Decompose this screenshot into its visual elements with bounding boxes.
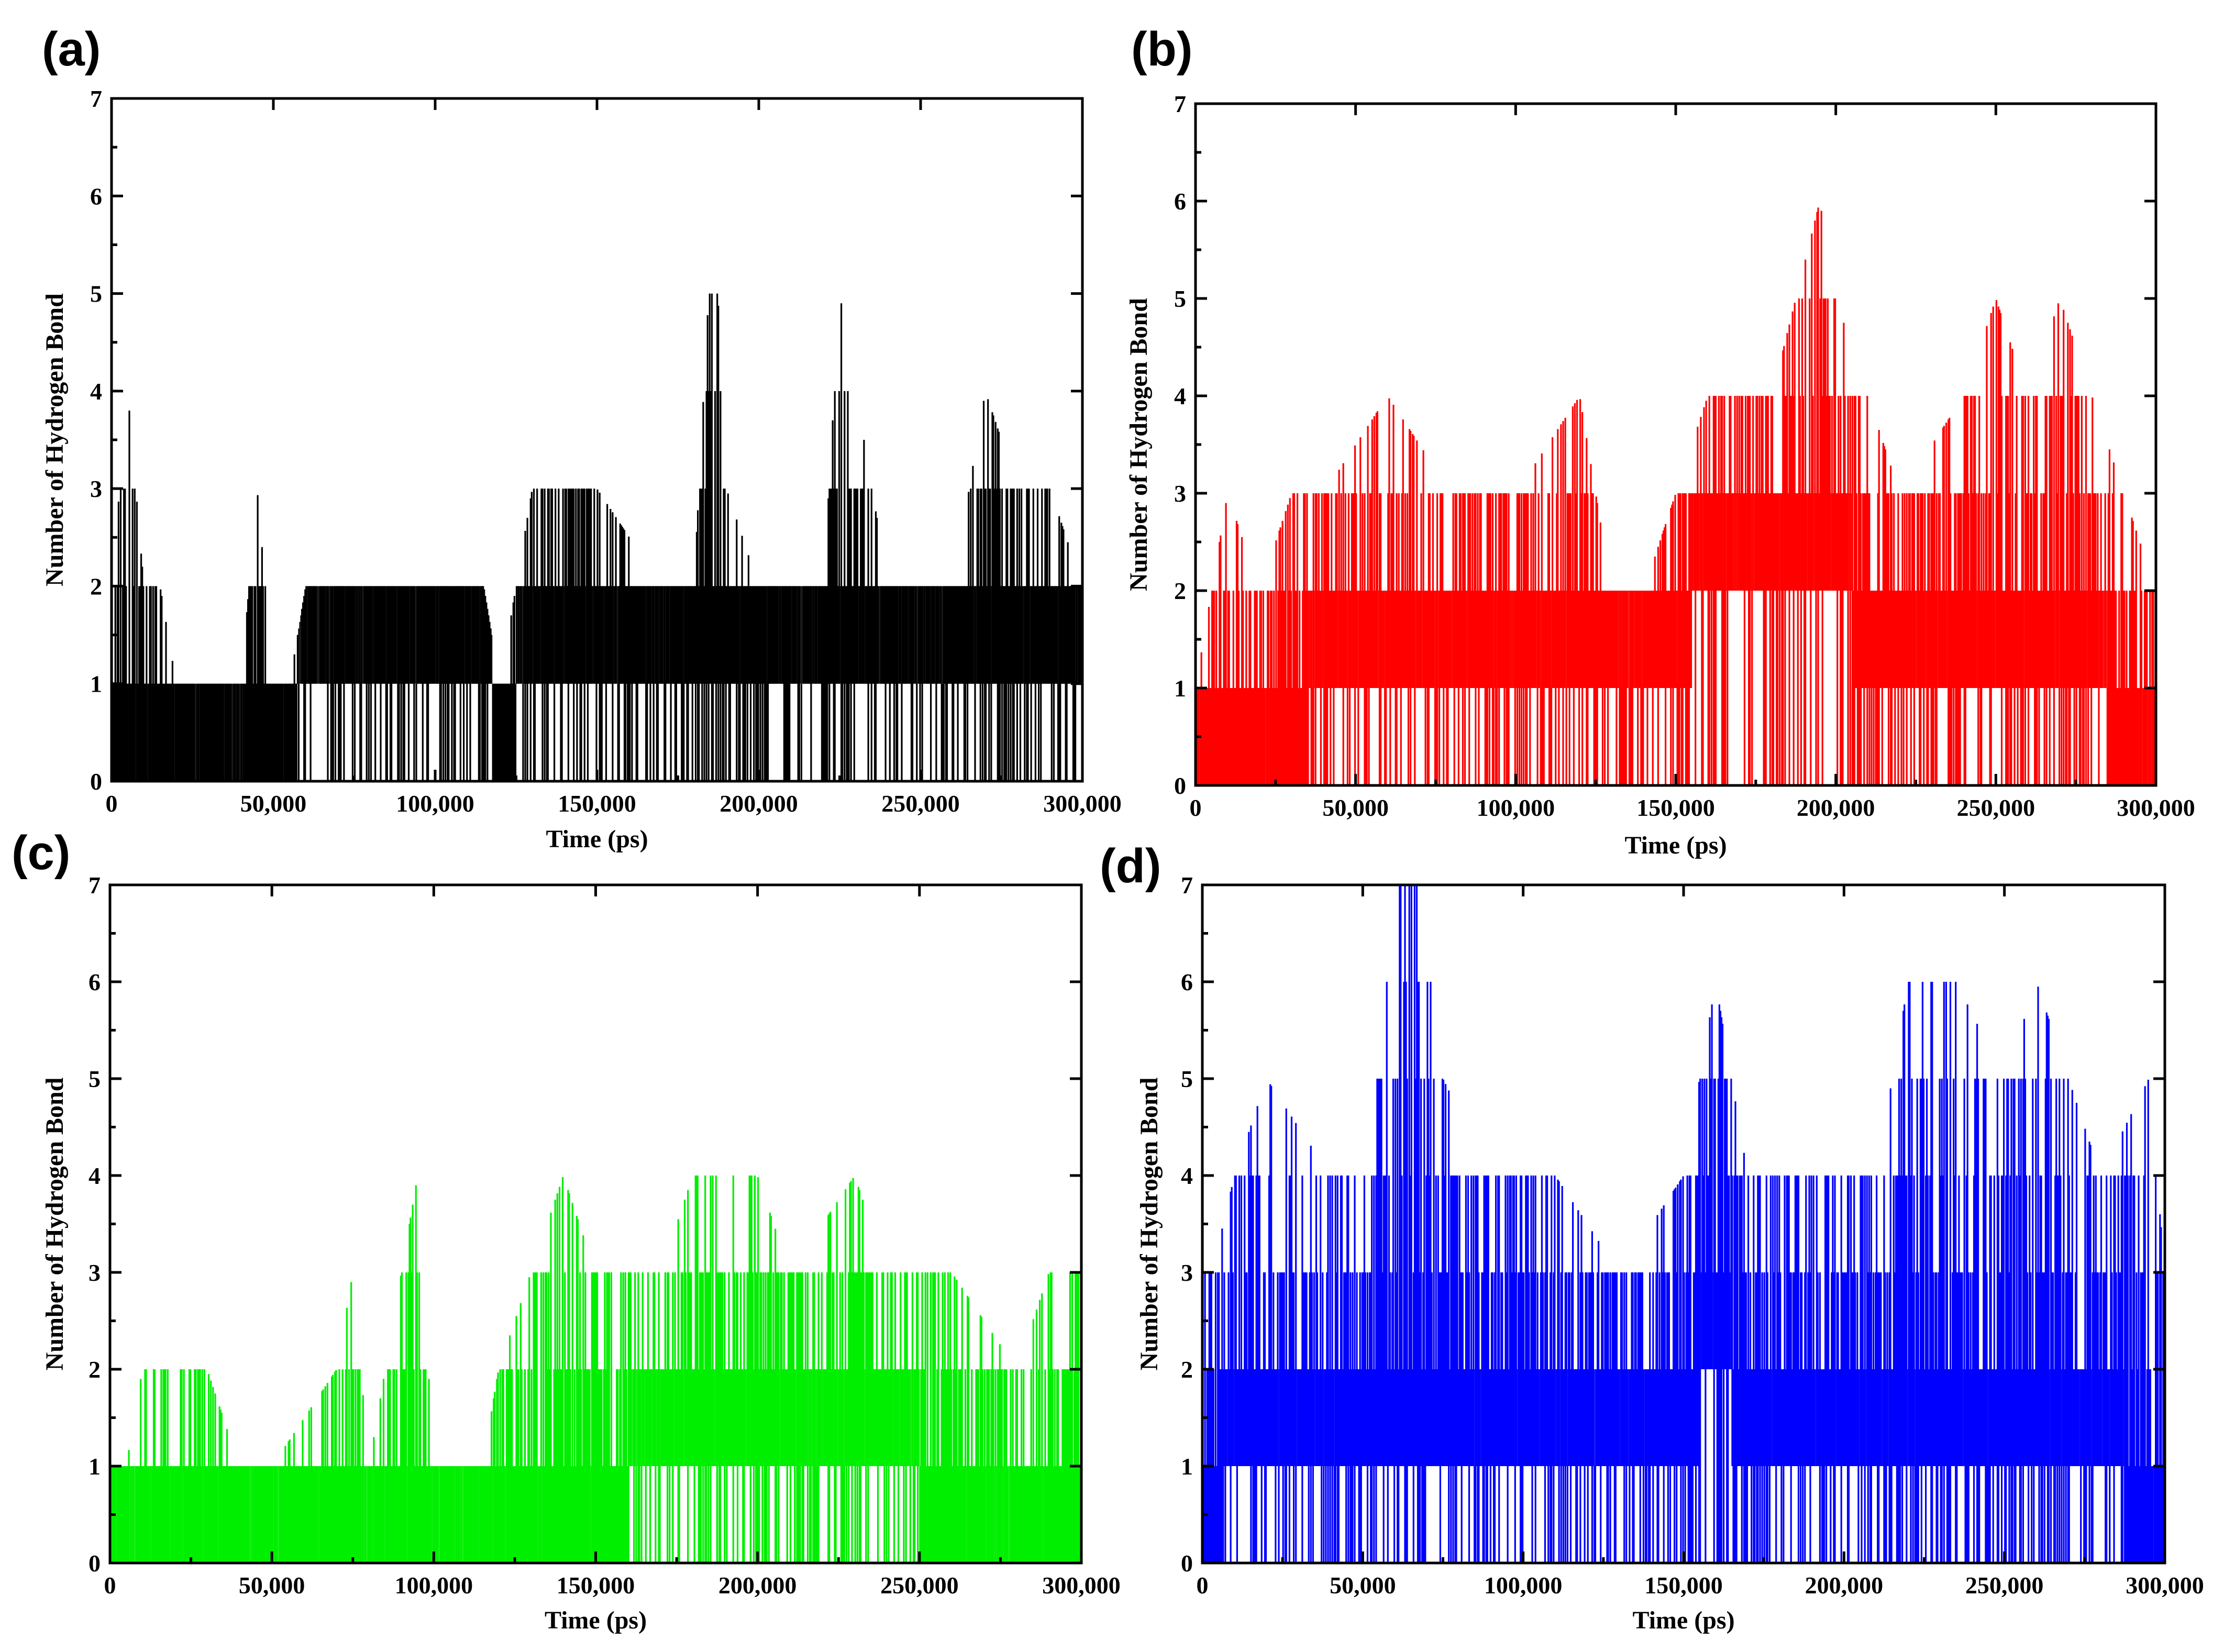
y-tick-label: 0 [90,768,102,795]
x-tick-label: 50,000 [1330,1572,1396,1599]
x-tick-label: 100,000 [1477,794,1555,821]
y-axis-title: Number of Hydrogen Bond [41,1077,69,1370]
series-trace [1202,885,2165,1563]
y-tick-label: 4 [1181,1162,1193,1189]
x-tick-label: 150,000 [558,790,636,817]
y-tick-label: 1 [90,671,102,697]
x-tick-label: 50,000 [1322,794,1389,821]
y-tick-label: 2 [90,573,102,600]
x-tick-label: 300,000 [1043,790,1122,817]
y-tick-label: 2 [1181,1356,1193,1383]
x-tick-label: 150,000 [557,1572,635,1599]
chart-panel-a: (a) 0 1 2 3 4 5 6 7 0 50,000 100,000 150,000 200,000 2… [41,23,1122,853]
x-tick-label: 200,000 [1797,794,1875,821]
y-tick-label: 7 [90,85,102,112]
x-tick-label: 200,000 [1805,1572,1884,1599]
x-tick-label: 100,000 [1484,1572,1563,1599]
x-tick-label: 250,000 [1965,1572,2044,1599]
x-tick-label: 250,000 [880,1572,959,1599]
y-tick-label: 4 [1174,383,1186,409]
x-tick-label: 100,000 [395,1572,473,1599]
y-axis-title: Number of Hydrogen Bond [41,293,69,586]
y-tick-label: 2 [1174,578,1186,604]
x-tick-label: 0 [106,790,118,817]
y-tick-label: 3 [90,475,102,502]
y-tick-label: 4 [88,1162,101,1189]
y-tick-label: 5 [90,281,102,307]
series-trace [1195,207,2156,785]
y-tick-label: 1 [1181,1453,1193,1480]
x-tick-label: 50,000 [240,790,307,817]
y-tick-label: 2 [88,1356,101,1383]
y-tick-label: 3 [1181,1259,1193,1286]
series-trace [111,293,1083,781]
x-axis-title: Time (ps) [545,1606,647,1634]
series-trace [109,1176,1082,1563]
chart-panel-b: (b) 0 1 2 3 4 5 6 7 0 50,000 100,000 150,000 200,000 2… [1125,23,2195,859]
x-tick-label: 150,000 [1636,794,1715,821]
x-tick-label: 0 [1197,1572,1209,1599]
panel-label: (c) [12,826,70,880]
y-tick-label: 6 [1181,969,1193,995]
panel-label: (b) [1131,23,1192,76]
y-tick-label: 5 [88,1066,101,1092]
x-tick-label: 50,000 [239,1572,305,1599]
x-tick-label: 100,000 [396,790,474,817]
y-tick-label: 7 [1181,872,1193,899]
y-tick-label: 6 [88,969,101,995]
panel-label: (a) [42,23,101,76]
x-tick-label: 0 [1190,794,1202,821]
x-tick-label: 200,000 [720,790,798,817]
y-tick-label: 4 [90,378,102,405]
x-axis-title: Time (ps) [1632,1606,1734,1634]
panel-label: (d) [1100,839,1161,893]
y-tick-label: 3 [1174,480,1186,507]
series-spikes [1195,207,2156,785]
x-tick-label: 0 [104,1572,116,1599]
x-tick-label: 300,000 [2117,794,2195,821]
y-tick-label: 7 [88,872,101,899]
y-tick-label: 5 [1181,1066,1193,1092]
y-tick-label: 0 [1174,772,1186,799]
x-tick-label: 250,000 [1957,794,2035,821]
y-tick-label: 1 [88,1453,101,1480]
y-axis-title: Number of Hydrogen Bond [1125,298,1153,591]
y-tick-label: 6 [90,183,102,209]
x-axis-title: Time (ps) [1624,831,1727,859]
chart-panel-d: (d) 0 1 2 3 4 5 6 7 0 50,000 100,000 150,000 200,000 2… [1100,839,2204,1634]
y-tick-label: 6 [1174,188,1186,215]
y-tick-label: 5 [1174,285,1186,312]
x-tick-label: 300,000 [2126,1572,2204,1599]
y-tick-label: 7 [1174,91,1186,117]
y-tick-label: 0 [88,1550,101,1577]
y-axis-title: Number of Hydrogen Bond [1135,1077,1163,1370]
y-tick-label: 1 [1174,675,1186,702]
x-tick-label: 300,000 [1042,1572,1121,1599]
x-tick-label: 150,000 [1644,1572,1723,1599]
x-axis-title: Time (ps) [546,825,648,853]
chart-panel-c: (c) 0 1 2 3 4 5 6 7 0 50,000 100,000 150,000 200,000 2… [12,826,1121,1634]
x-tick-label: 250,000 [881,790,960,817]
y-tick-label: 3 [88,1259,101,1286]
x-tick-label: 200,000 [718,1572,797,1599]
y-tick-label: 0 [1181,1550,1193,1577]
